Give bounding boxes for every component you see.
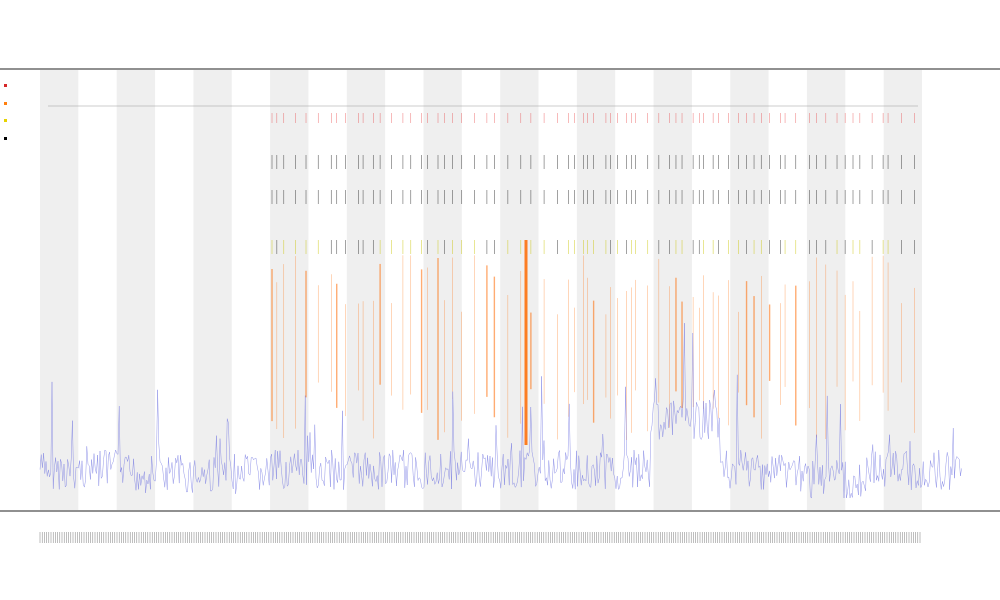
background-band — [806, 70, 846, 510]
legend-swatch-4 — [4, 137, 7, 140]
background-band — [193, 70, 232, 510]
background-band — [653, 70, 692, 510]
spike-markers — [271, 113, 915, 445]
background-band — [116, 70, 156, 510]
alternating-background-bands — [40, 70, 922, 510]
background-band — [730, 70, 769, 510]
background-band — [40, 70, 79, 510]
background-band — [500, 70, 539, 510]
background-band — [883, 70, 922, 510]
legend-swatch-1 — [4, 84, 7, 87]
legend — [4, 84, 7, 140]
background-band — [576, 70, 616, 510]
background-band — [346, 70, 386, 510]
x-tick-labels — [39, 532, 921, 543]
background-band — [270, 70, 309, 510]
background-band — [423, 70, 462, 510]
legend-swatch-2 — [4, 102, 7, 105]
legend-swatch-3 — [4, 119, 7, 122]
baseline-series-line — [39, 323, 962, 499]
